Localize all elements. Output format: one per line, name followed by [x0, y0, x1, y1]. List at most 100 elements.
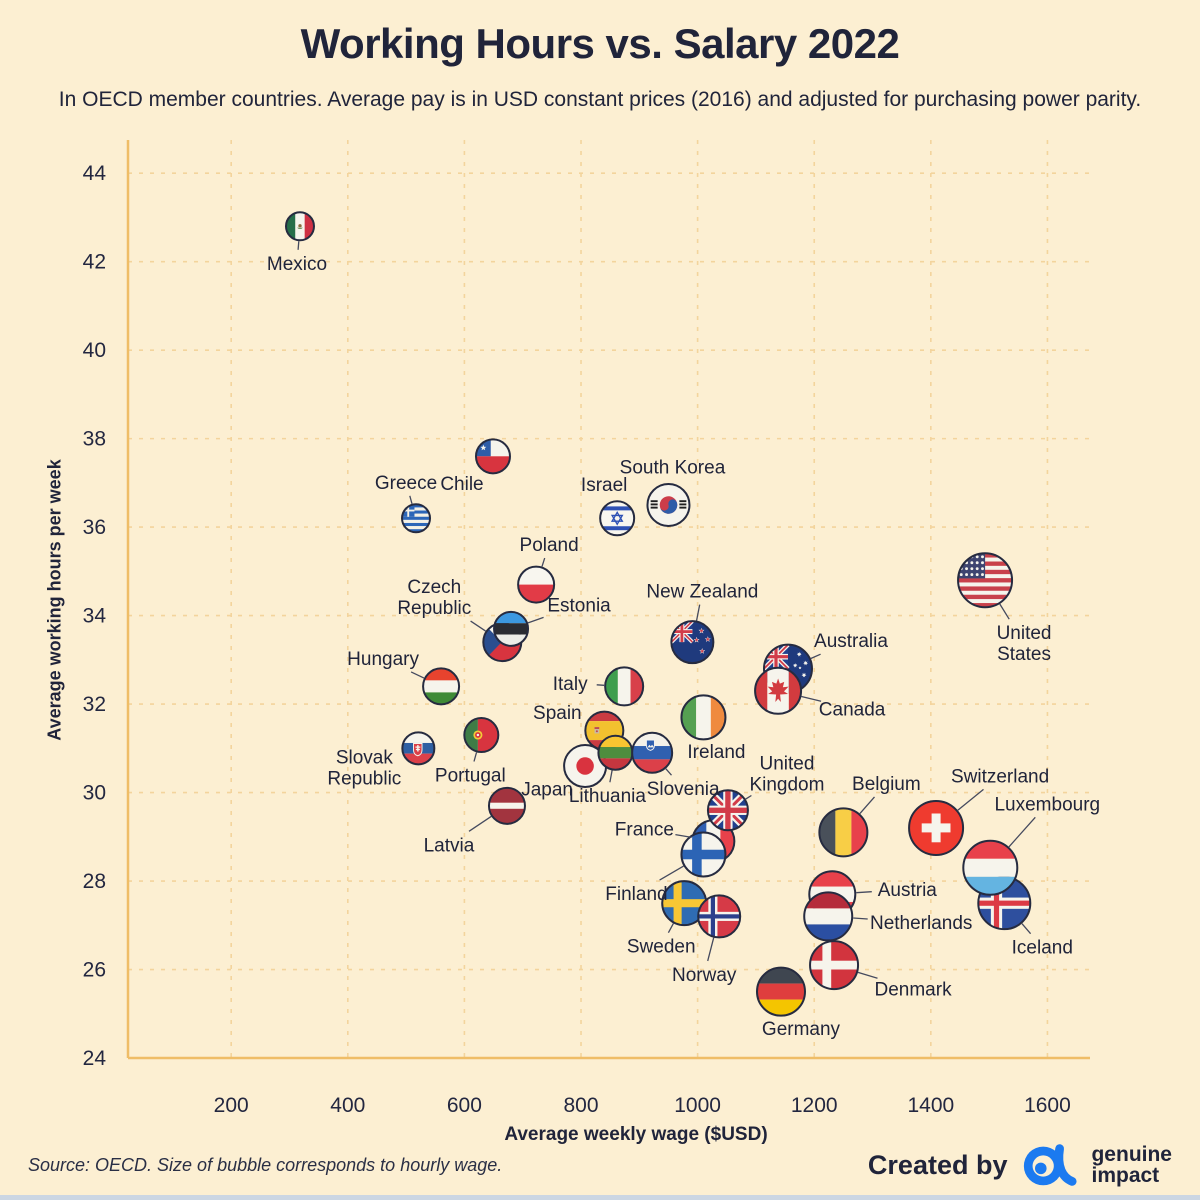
brand-line2: impact [1091, 1164, 1160, 1187]
country-label: Spain [533, 703, 582, 724]
y-tick-label: 26 [83, 959, 106, 982]
leader-line [695, 604, 701, 621]
bubble-portugal[interactable] [463, 717, 500, 754]
y-tick-label: 44 [83, 162, 107, 185]
leader-line [667, 923, 674, 934]
bubble-switzerland[interactable] [908, 799, 965, 856]
bubble-finland[interactable] [680, 831, 727, 878]
leader-line [409, 495, 413, 504]
leader-line [609, 770, 613, 783]
leader-line [1021, 923, 1032, 935]
country-label: Italy [553, 674, 588, 695]
x-axis-title: Average weekly wage ($USD) [504, 1124, 768, 1145]
country-label: Netherlands [870, 913, 972, 934]
country-label: France [615, 820, 674, 841]
leader-line [853, 917, 868, 920]
x-tick-label: 800 [563, 1094, 598, 1117]
leader-line [297, 241, 300, 250]
bubble-netherlands[interactable] [803, 891, 854, 942]
y-tick-label: 42 [83, 251, 106, 274]
y-tick-label: 32 [83, 693, 106, 716]
bubble-hungary[interactable] [422, 667, 461, 706]
leader-line [999, 603, 1010, 620]
leader-line [541, 557, 546, 567]
country-label: Ireland [687, 742, 745, 763]
y-axis-title: Average working hours per week [44, 459, 65, 741]
country-label: Belgium [852, 774, 921, 795]
bubble-mexico[interactable] [284, 211, 315, 242]
bubble-latvia[interactable] [487, 786, 526, 825]
y-tick-label: 40 [83, 339, 106, 362]
country-label: United States [997, 623, 1052, 665]
y-tick-label: 36 [83, 516, 106, 539]
y-tick-label: 24 [83, 1047, 107, 1070]
country-label: Israel [581, 475, 627, 496]
brand-wordmark: genuine impact [1091, 1144, 1172, 1186]
bubble-denmark[interactable] [809, 940, 860, 991]
leader-line [468, 815, 492, 832]
attribution[interactable]: Created by genuine impact [868, 1136, 1172, 1194]
country-label: Poland [520, 535, 579, 556]
bubble-germany[interactable] [755, 966, 806, 1017]
x-tick-label: 1200 [791, 1094, 838, 1117]
country-label: Japan [521, 780, 573, 801]
created-by-label: Created by [867, 1149, 1008, 1180]
bubble-ireland[interactable] [680, 694, 727, 741]
bubble-poland[interactable] [517, 565, 556, 604]
country-label: Australia [814, 631, 888, 652]
bubble-canada[interactable] [754, 666, 803, 715]
leader-line [596, 684, 605, 686]
y-tick-label: 34 [83, 605, 107, 628]
bubble-luxembourg[interactable] [962, 839, 1019, 896]
bubble-new-zealand[interactable] [670, 620, 715, 665]
country-label: Denmark [875, 980, 953, 1001]
x-tick-label: 400 [330, 1094, 365, 1117]
country-label: Portugal [435, 766, 506, 787]
bubble-italy[interactable] [604, 666, 645, 707]
bubble-slovak-republic[interactable] [401, 731, 436, 766]
bubble-south-korea[interactable] [646, 482, 691, 527]
source-note: Source: OECD. Size of bubble corresponds… [28, 1155, 503, 1175]
country-label: United Kingdom [749, 753, 824, 795]
country-label: Austria [878, 880, 938, 901]
bubble-lithuania[interactable] [597, 734, 634, 771]
leader-line [856, 891, 872, 894]
leader-line [410, 671, 425, 679]
bubble-united-kingdom[interactable] [706, 789, 749, 832]
x-tick-label: 1600 [1024, 1094, 1071, 1117]
bubble-israel[interactable] [599, 500, 636, 537]
country-label: New Zealand [646, 582, 758, 603]
leader-line [527, 616, 544, 624]
bubble-slovenia[interactable] [631, 731, 674, 774]
bubble-norway[interactable] [697, 894, 742, 939]
window-edge [0, 1195, 1200, 1200]
country-label: Switzerland [951, 766, 1049, 787]
page-subtitle: In OECD member countries. Average pay is… [58, 88, 1142, 111]
bubble-estonia[interactable] [493, 610, 530, 647]
bubble-belgium[interactable] [818, 807, 869, 858]
leader-line [745, 794, 752, 800]
country-label: Hungary [347, 649, 419, 670]
bubble-united-states[interactable] [957, 552, 1014, 609]
y-tick-label: 28 [83, 870, 106, 893]
leader-line [859, 796, 875, 815]
bubble-greece[interactable] [401, 503, 432, 534]
country-label: Germany [762, 1019, 841, 1040]
country-label: Greece [375, 473, 437, 494]
y-tick-label: 30 [83, 782, 106, 805]
country-label: Czech Republic [397, 577, 471, 619]
country-label: Norway [672, 965, 737, 986]
leader-line [801, 695, 822, 702]
country-label: Slovenia [647, 779, 720, 800]
leader-line [473, 752, 478, 762]
leader-line [675, 833, 692, 839]
x-tick-label: 1400 [907, 1094, 954, 1117]
leader-line [659, 865, 684, 881]
leader-line [957, 788, 984, 811]
bubble-chile[interactable] [474, 438, 511, 475]
country-label: Mexico [267, 254, 327, 275]
country-label: Lithuania [569, 786, 647, 807]
leader-line [665, 768, 672, 776]
